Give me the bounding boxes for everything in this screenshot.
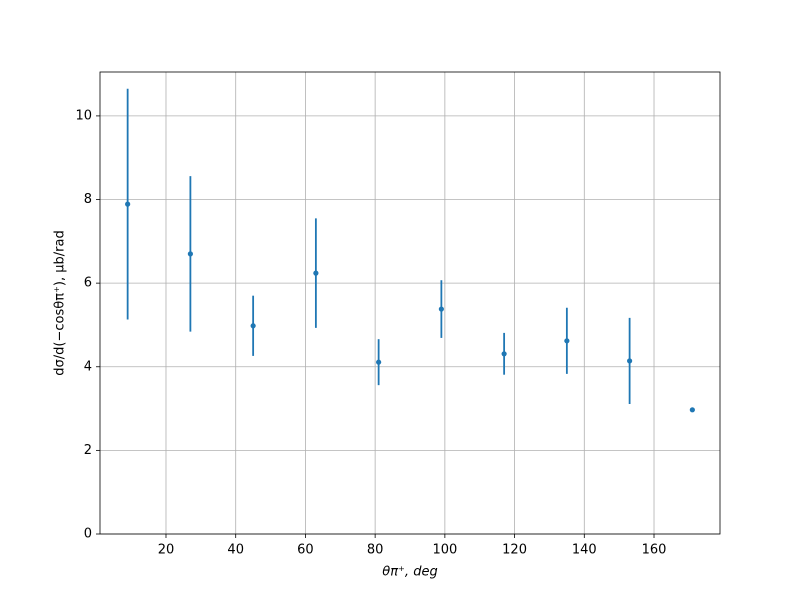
data-point	[501, 351, 507, 357]
y-tick-label: 4	[84, 359, 92, 374]
data-point	[438, 306, 444, 312]
y-axis-label: dσ/d(−cosθπ⁺), μb/rad	[53, 230, 68, 375]
x-tick-label: 40	[227, 543, 244, 558]
x-tick-label: 160	[642, 543, 667, 558]
data-point	[313, 270, 319, 276]
x-tick-label: 140	[572, 543, 597, 558]
x-tick-label: 120	[502, 543, 527, 558]
x-tick-label: 20	[158, 543, 175, 558]
x-axis-label: θπ⁺, deg	[382, 565, 437, 580]
x-tick-label: 100	[432, 543, 457, 558]
data-point	[125, 201, 131, 207]
data-point	[187, 251, 193, 257]
data-point	[627, 358, 633, 364]
y-tick-label: 2	[84, 443, 92, 458]
y-tick-label: 0	[84, 527, 92, 542]
data-point	[376, 359, 382, 365]
x-tick-label: 80	[367, 543, 384, 558]
y-tick-label: 8	[84, 192, 92, 207]
plot-frame	[99, 71, 721, 535]
x-tick-label: 60	[297, 543, 314, 558]
data-point	[564, 338, 570, 344]
y-tick-label: 6	[84, 276, 92, 291]
y-tick-label: 10	[75, 108, 92, 123]
data-point	[689, 407, 695, 413]
data-point	[250, 323, 256, 329]
